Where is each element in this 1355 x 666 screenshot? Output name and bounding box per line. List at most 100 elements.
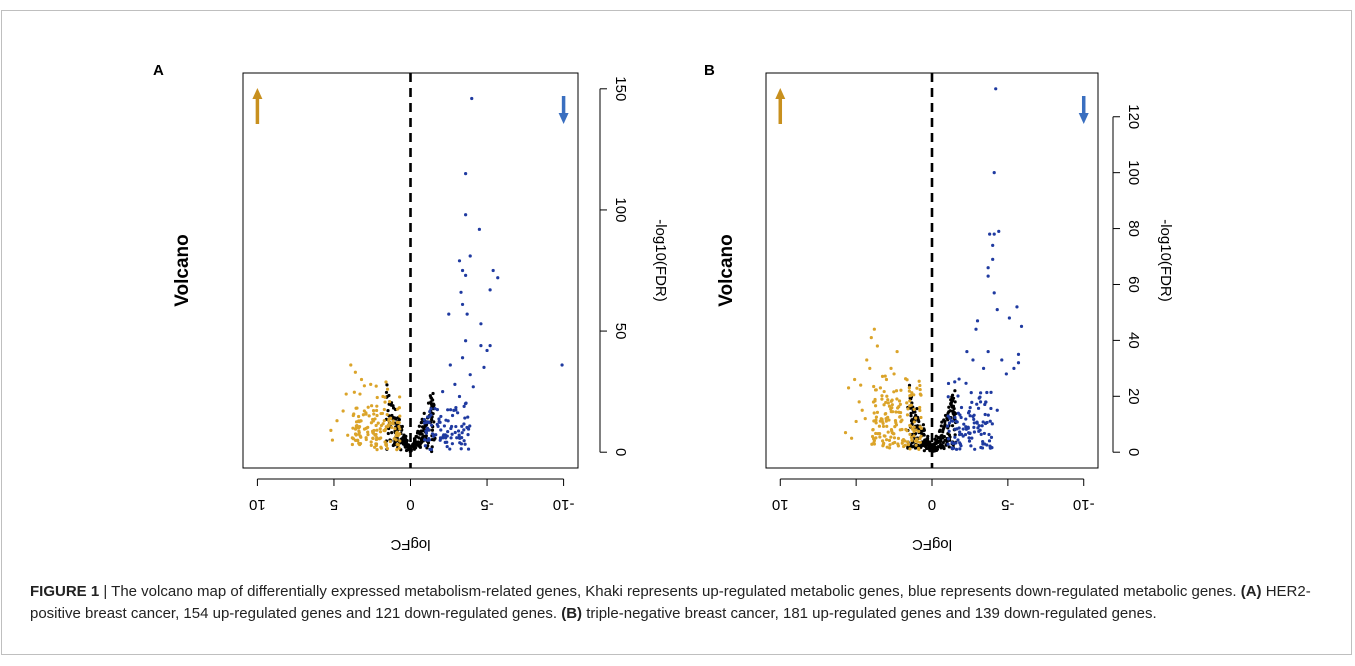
down-point xyxy=(954,441,958,445)
up-point xyxy=(906,407,910,411)
up-point xyxy=(349,363,353,367)
up-point xyxy=(869,335,873,340)
down-point xyxy=(445,440,449,444)
up-point xyxy=(391,419,395,423)
neutral-point xyxy=(926,437,930,441)
down-point xyxy=(968,414,972,418)
caption-b-text: triple-negative breast cancer, 181 up-re… xyxy=(582,605,1157,622)
down-point xyxy=(453,430,457,435)
up-point xyxy=(398,427,402,431)
down-point xyxy=(462,439,466,443)
down-point xyxy=(455,436,459,440)
x-tick-label: 10 xyxy=(772,496,789,513)
up-point xyxy=(912,407,916,411)
up-point xyxy=(354,433,358,437)
neutral-point xyxy=(426,441,430,445)
up-point xyxy=(381,394,385,399)
up-point xyxy=(883,434,887,438)
down-point xyxy=(1004,372,1008,376)
up-point xyxy=(880,419,884,423)
up-point xyxy=(918,405,922,410)
up-point xyxy=(857,400,861,404)
down-point xyxy=(427,415,432,419)
up-point xyxy=(908,399,912,403)
down-point xyxy=(981,366,986,370)
up-point xyxy=(893,440,897,445)
up-point xyxy=(388,421,392,425)
up-point xyxy=(387,423,391,427)
down-point xyxy=(447,312,451,316)
up-point xyxy=(895,349,899,354)
down-point xyxy=(453,382,457,386)
down-point xyxy=(988,446,992,450)
up-point xyxy=(890,403,894,407)
down-point xyxy=(426,438,430,442)
up-point xyxy=(853,377,857,382)
down-point xyxy=(462,428,466,432)
up-point xyxy=(353,370,357,374)
down-point xyxy=(460,424,464,428)
down-point xyxy=(972,425,976,429)
up-point xyxy=(912,393,916,397)
down-point xyxy=(989,435,994,439)
neutral-point xyxy=(943,413,948,418)
down-point xyxy=(437,417,441,421)
down-point xyxy=(424,429,428,433)
up-point xyxy=(872,442,877,446)
down-point xyxy=(1007,316,1011,320)
up-point xyxy=(854,419,858,424)
up-point xyxy=(395,420,400,424)
up-point xyxy=(366,432,370,437)
y-tick-label: 0 xyxy=(612,448,629,456)
down-point xyxy=(971,358,975,362)
up-point xyxy=(907,389,911,393)
up-point xyxy=(383,427,388,431)
down-point xyxy=(450,442,454,446)
down-point xyxy=(1000,358,1004,362)
down-point xyxy=(964,381,968,385)
up-point xyxy=(872,384,876,389)
neutral-point xyxy=(939,446,943,450)
down-point xyxy=(460,268,465,273)
up-point xyxy=(884,400,888,405)
down-point xyxy=(961,427,965,431)
down-point xyxy=(958,430,962,434)
down-point xyxy=(488,288,492,292)
x-tick-label: 5 xyxy=(330,496,338,513)
neutral-point xyxy=(385,383,389,387)
down-point xyxy=(987,439,992,443)
up-point xyxy=(397,446,401,450)
down-point xyxy=(1015,305,1019,309)
up-point xyxy=(843,431,848,435)
up-point xyxy=(388,439,393,444)
down-point xyxy=(953,380,957,384)
up-point xyxy=(899,388,903,392)
down-point xyxy=(423,444,427,448)
up-point xyxy=(382,407,386,412)
neutral-point xyxy=(394,417,398,421)
down-point xyxy=(1016,352,1021,356)
down-point xyxy=(1019,324,1024,329)
down-point xyxy=(992,291,996,295)
up-point xyxy=(357,420,361,424)
down-point xyxy=(995,408,999,412)
up-point xyxy=(872,327,876,331)
up-point xyxy=(344,392,348,396)
down-point xyxy=(466,415,470,419)
down-point xyxy=(428,410,432,414)
neutral-point xyxy=(416,440,420,444)
up-point xyxy=(876,431,880,436)
caption-a-text: HER2-positive breast cancer, 154 up-regu… xyxy=(30,583,1311,622)
up-point xyxy=(358,442,362,447)
up-point xyxy=(882,403,886,407)
neutral-point xyxy=(400,424,404,429)
up-point xyxy=(374,437,379,442)
down-point xyxy=(972,417,976,421)
neutral-point xyxy=(953,389,957,393)
up-point xyxy=(882,389,886,394)
down-point xyxy=(966,426,970,430)
up-point xyxy=(894,389,899,393)
down-point xyxy=(477,227,481,231)
neutral-point xyxy=(420,435,424,440)
